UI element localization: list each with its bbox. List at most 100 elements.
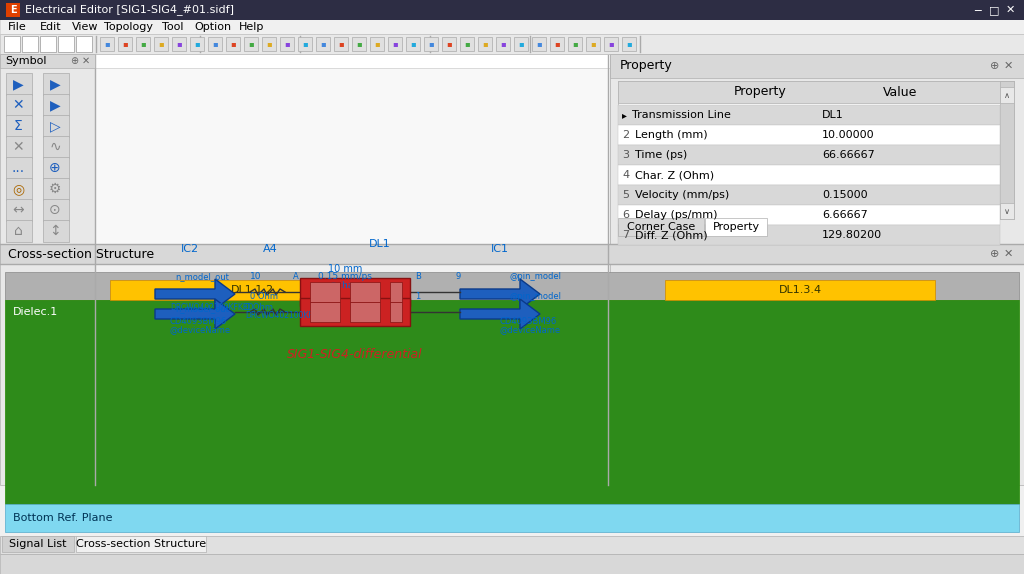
Text: ▪: ▪: [537, 40, 542, 48]
Bar: [478, 37, 492, 51]
Bar: [300, 298, 410, 326]
Bar: [350, 302, 380, 322]
Bar: [622, 37, 636, 51]
Text: ▪: ▪: [554, 40, 560, 48]
Text: Transmission Line: Transmission Line: [632, 110, 731, 120]
Bar: [424, 37, 438, 51]
Text: 7: 7: [622, 230, 629, 240]
Text: ✕: ✕: [1004, 249, 1014, 259]
Text: 6: 6: [622, 210, 629, 220]
Text: 2: 2: [622, 130, 629, 140]
Bar: [406, 37, 420, 51]
Text: ▪: ▪: [500, 40, 506, 48]
Bar: [610, 54, 1024, 485]
Bar: [95, 68, 610, 485]
Text: Char. Z (Ohm): Char. Z (Ohm): [635, 170, 714, 180]
Text: ⊕: ⊕: [990, 61, 999, 71]
Text: 9: 9: [455, 272, 460, 281]
Text: ▪: ▪: [608, 40, 613, 48]
Text: IC2: IC2: [181, 244, 199, 254]
Text: ▪: ▪: [356, 40, 361, 48]
Text: ▪: ▪: [321, 40, 326, 48]
Text: ▪: ▪: [302, 40, 308, 48]
Bar: [390, 282, 402, 302]
Text: E: E: [9, 5, 16, 15]
Bar: [6, 199, 32, 221]
Text: A: A: [293, 272, 299, 281]
Bar: [4, 36, 20, 52]
Bar: [618, 125, 1000, 145]
Text: ▪: ▪: [627, 40, 632, 48]
Bar: [0, 0, 1024, 20]
Bar: [43, 73, 69, 95]
Text: ▪: ▪: [266, 40, 271, 48]
Text: DL1.3.4: DL1.3.4: [778, 285, 821, 295]
Text: DRCWO402100KFKED: DRCWO402100KFKED: [170, 303, 254, 312]
Bar: [40, 36, 56, 52]
Text: Signal List: Signal List: [9, 539, 67, 549]
Bar: [618, 145, 1000, 165]
Bar: [705, 218, 767, 236]
Bar: [262, 37, 276, 51]
Text: ▶: ▶: [50, 77, 60, 91]
Bar: [618, 225, 1000, 245]
Text: ▪: ▪: [140, 40, 145, 48]
Text: DL1: DL1: [369, 239, 391, 249]
Text: ∨: ∨: [1004, 207, 1010, 215]
Text: Time (ps): Time (ps): [635, 150, 687, 160]
Bar: [58, 36, 74, 52]
Text: Corner Case: Corner Case: [627, 222, 695, 232]
Polygon shape: [460, 299, 540, 329]
Text: ▪: ▪: [411, 40, 416, 48]
Bar: [1000, 81, 1014, 219]
Bar: [618, 81, 1014, 103]
Bar: [6, 3, 20, 17]
Text: ▪: ▪: [338, 40, 344, 48]
Text: ▪: ▪: [590, 40, 596, 48]
Bar: [1000, 87, 1014, 103]
Text: ∧: ∧: [1004, 91, 1010, 99]
Bar: [208, 37, 222, 51]
Text: IC1: IC1: [490, 244, 509, 254]
Bar: [610, 54, 1024, 78]
Bar: [5, 504, 1019, 532]
Text: ✕: ✕: [82, 56, 90, 66]
Text: 5: 5: [622, 190, 629, 200]
Bar: [496, 37, 510, 51]
Bar: [154, 37, 168, 51]
Text: ─: ─: [975, 5, 981, 15]
Text: Σ: Σ: [13, 119, 23, 133]
Bar: [5, 300, 1019, 504]
Text: @deviceName: @deviceName: [500, 325, 561, 334]
Text: Dielec.1: Dielec.1: [13, 307, 58, 317]
Bar: [310, 302, 340, 322]
Bar: [0, 536, 1024, 554]
Text: ▪: ▪: [230, 40, 236, 48]
Text: ▪: ▪: [176, 40, 182, 48]
Text: ✕: ✕: [1006, 5, 1015, 15]
Text: ▷: ▷: [50, 119, 60, 133]
Text: ⊕: ⊕: [70, 56, 78, 66]
Bar: [618, 81, 1014, 219]
Bar: [1000, 203, 1014, 219]
Text: ▶: ▶: [12, 77, 24, 91]
Bar: [43, 94, 69, 116]
Bar: [532, 37, 546, 51]
Text: B: B: [415, 272, 421, 281]
Text: ▪: ▪: [428, 40, 434, 48]
Text: ⊙: ⊙: [49, 203, 60, 217]
Text: ▪: ▪: [212, 40, 218, 48]
Text: ▪: ▪: [572, 40, 578, 48]
Text: ⊕: ⊕: [49, 161, 60, 175]
Text: CD4093BM96: CD4093BM96: [170, 317, 227, 326]
Bar: [514, 37, 528, 51]
Bar: [6, 115, 32, 137]
Bar: [550, 37, 564, 51]
Bar: [316, 37, 330, 51]
Text: Bottom Ref. Plane: Bottom Ref. Plane: [13, 513, 113, 523]
Text: 4: 4: [622, 170, 629, 180]
Text: DL1.1.2: DL1.1.2: [230, 285, 273, 295]
Bar: [6, 94, 32, 116]
Bar: [390, 302, 402, 322]
Bar: [442, 37, 456, 51]
